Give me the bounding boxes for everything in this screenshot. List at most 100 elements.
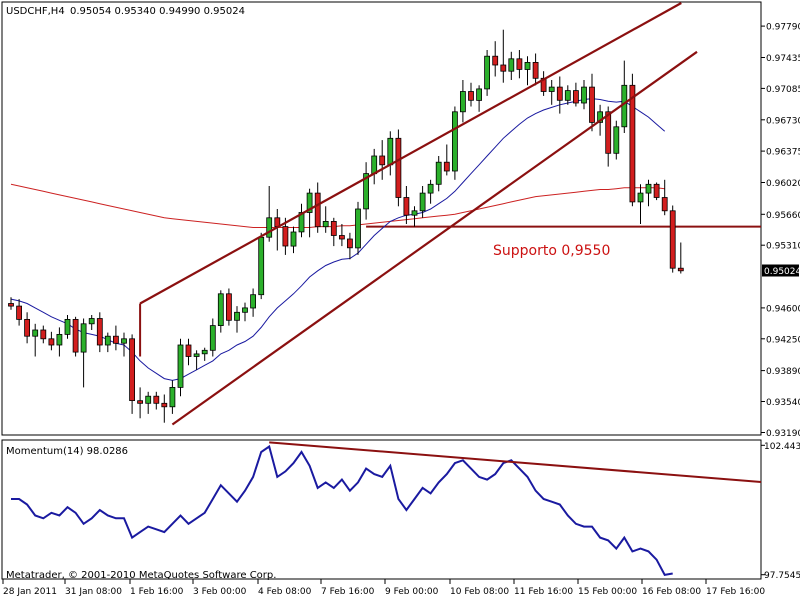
- time-tick-label: 9 Feb 00:00: [385, 587, 439, 597]
- channel-lower-line: [171, 50, 698, 426]
- candle-bull: [371, 155, 378, 175]
- candle-bear: [72, 318, 79, 353]
- candle-bull: [306, 192, 313, 213]
- candle-bull: [258, 236, 265, 296]
- candle-bull: [121, 338, 127, 344]
- candle-bear: [225, 293, 232, 321]
- candle-bear: [48, 338, 55, 346]
- price-axis: 0.97790 0.97435 0.97085 0.96730 0.96375 0.960…: [761, 23, 800, 439]
- candle-bear: [516, 58, 523, 70]
- momentum-panel-frame: [1, 439, 762, 580]
- candle-bear: [605, 111, 612, 154]
- current-price-label: 0.95024: [764, 267, 800, 277]
- candle-bull: [217, 293, 224, 326]
- price-tick-label: 0.93540: [766, 398, 800, 408]
- candle-bear: [556, 86, 563, 101]
- candle-bear: [282, 226, 289, 247]
- candle-bull: [64, 318, 71, 335]
- candle-bull: [484, 55, 491, 90]
- momentum-tick-label: 97.7545: [764, 571, 800, 581]
- momentum-axis: 102.4435 97.7545: [761, 442, 800, 581]
- candle-bear: [677, 267, 684, 272]
- candle-bull: [250, 294, 257, 309]
- time-tick-label: 28 Jan 2011: [3, 587, 57, 597]
- candle-bull: [145, 395, 152, 404]
- candle-bear: [669, 210, 676, 269]
- current-price-tag: [762, 264, 799, 277]
- candle-bear: [153, 395, 160, 404]
- time-tick-label: 1 Feb 16:00: [130, 587, 184, 597]
- trend-channel: [139, 2, 698, 426]
- candle-bull: [581, 86, 587, 104]
- candle-bear: [40, 329, 47, 340]
- fast-moving-average: [10, 98, 666, 381]
- price-tick-label: 0.93890: [766, 367, 800, 377]
- candle-bull: [524, 62, 531, 70]
- candle-bear: [314, 192, 321, 228]
- candle-bull: [363, 173, 370, 210]
- candle-bull: [508, 58, 515, 72]
- candle-bull: [451, 111, 458, 172]
- candle-bull: [88, 318, 95, 325]
- channel-upper-line: [139, 2, 682, 305]
- time-tick-label: 7 Feb 16:00: [321, 587, 375, 597]
- time-tick-label: 15 Feb 00:00: [578, 587, 637, 597]
- candle-bull: [32, 329, 39, 337]
- candle-bear: [330, 220, 337, 236]
- price-tick-label: 0.93190: [766, 429, 800, 439]
- candle-bull: [597, 111, 603, 123]
- candle-bull: [56, 333, 63, 346]
- time-axis: 28 Jan 2011 31 Jan 08:00 1 Feb 16:00 3 Feb …: [2, 579, 765, 597]
- candle-bear: [185, 344, 192, 357]
- momentum-group: [11, 441, 762, 577]
- candle-bear: [492, 55, 499, 66]
- candle-bear: [16, 305, 23, 320]
- ohlc-label: 0.95054 0.95340 0.94990 0.95024: [70, 6, 245, 17]
- candle-bear: [443, 161, 450, 172]
- candle-bull: [564, 90, 571, 101]
- candle-bull: [387, 137, 394, 166]
- candle-bull: [169, 386, 176, 408]
- candle-bear: [573, 90, 579, 104]
- time-tick-label: 31 Jan 08:00: [65, 587, 122, 597]
- candle-bear: [338, 235, 345, 240]
- candle-bull: [459, 91, 466, 113]
- time-tick-label: 17 Feb 16:00: [706, 587, 765, 597]
- candle-bear: [113, 335, 119, 344]
- candle-bull: [177, 344, 184, 388]
- time-tick-label: 10 Feb 08:00: [450, 587, 509, 597]
- candle-bull: [266, 217, 273, 238]
- candle-bull: [637, 192, 644, 203]
- candle-bull: [201, 349, 208, 355]
- candle-bear: [500, 64, 507, 72]
- price-tick-label: 0.97085: [766, 85, 800, 95]
- price-tick-label: 0.94250: [766, 335, 800, 345]
- candle-bear: [395, 137, 402, 198]
- candle-bear: [653, 183, 660, 198]
- candle-bull: [427, 183, 434, 194]
- time-tick-label: 16 Feb 08:00: [642, 587, 701, 597]
- candle-bull: [104, 335, 111, 346]
- candle-bull: [548, 86, 555, 92]
- support-annotation: Supporto 0,9550: [493, 243, 610, 259]
- candle-bull: [80, 323, 87, 353]
- candle-bull: [193, 353, 200, 357]
- momentum-label: Momentum(14) 98.0286: [6, 446, 128, 457]
- candle-bear: [468, 91, 474, 101]
- price-panel-frame: [1, 1, 762, 436]
- candle-bull: [234, 311, 240, 321]
- candles-group: [8, 29, 684, 423]
- price-tick-label: 0.95660: [766, 211, 800, 221]
- candle-bear: [346, 238, 353, 249]
- candle-bear: [137, 400, 144, 404]
- candle-bear: [8, 303, 14, 307]
- momentum-trendline: [269, 441, 762, 483]
- price-tick-label: 0.94600: [766, 304, 800, 314]
- candle-bull: [355, 208, 361, 249]
- candle-bull: [209, 325, 216, 351]
- candle-bear: [379, 155, 386, 166]
- time-tick-label: 4 Feb 08:00: [258, 587, 312, 597]
- time-tick-label: 11 Feb 16:00: [514, 587, 573, 597]
- candle-bull: [613, 126, 620, 154]
